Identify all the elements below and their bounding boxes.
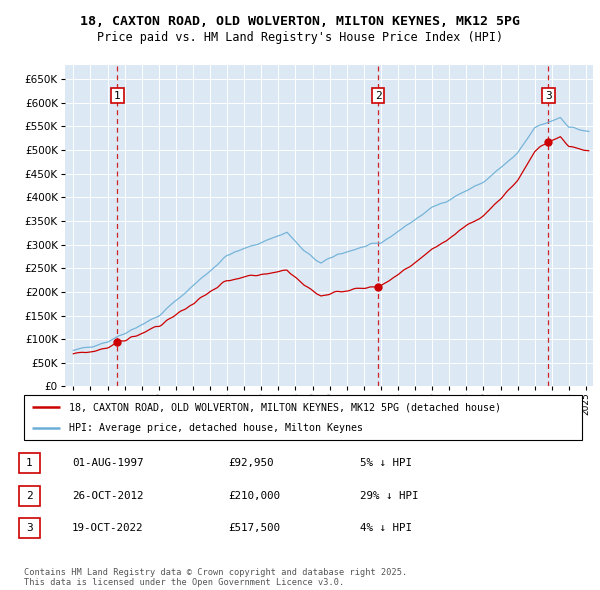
Text: 5% ↓ HPI: 5% ↓ HPI bbox=[360, 458, 412, 468]
Text: 2: 2 bbox=[26, 491, 33, 500]
Text: £92,950: £92,950 bbox=[228, 458, 274, 468]
Text: 26-OCT-2012: 26-OCT-2012 bbox=[72, 491, 143, 500]
FancyBboxPatch shape bbox=[19, 518, 40, 538]
Text: HPI: Average price, detached house, Milton Keynes: HPI: Average price, detached house, Milt… bbox=[68, 422, 362, 432]
Text: 1: 1 bbox=[26, 458, 33, 468]
FancyBboxPatch shape bbox=[24, 395, 582, 440]
Text: 3: 3 bbox=[545, 91, 552, 101]
Text: Price paid vs. HM Land Registry's House Price Index (HPI): Price paid vs. HM Land Registry's House … bbox=[97, 31, 503, 44]
Text: £517,500: £517,500 bbox=[228, 523, 280, 533]
Text: 18, CAXTON ROAD, OLD WOLVERTON, MILTON KEYNES, MK12 5PG (detached house): 18, CAXTON ROAD, OLD WOLVERTON, MILTON K… bbox=[68, 402, 500, 412]
Text: 18, CAXTON ROAD, OLD WOLVERTON, MILTON KEYNES, MK12 5PG: 18, CAXTON ROAD, OLD WOLVERTON, MILTON K… bbox=[80, 15, 520, 28]
Text: 29% ↓ HPI: 29% ↓ HPI bbox=[360, 491, 419, 500]
Text: £210,000: £210,000 bbox=[228, 491, 280, 500]
Text: 4% ↓ HPI: 4% ↓ HPI bbox=[360, 523, 412, 533]
Text: 1: 1 bbox=[114, 91, 121, 101]
Text: 3: 3 bbox=[26, 523, 33, 533]
Text: 01-AUG-1997: 01-AUG-1997 bbox=[72, 458, 143, 468]
Text: 2: 2 bbox=[374, 91, 382, 101]
Text: Contains HM Land Registry data © Crown copyright and database right 2025.
This d: Contains HM Land Registry data © Crown c… bbox=[24, 568, 407, 587]
FancyBboxPatch shape bbox=[19, 486, 40, 506]
FancyBboxPatch shape bbox=[19, 453, 40, 473]
Text: 19-OCT-2022: 19-OCT-2022 bbox=[72, 523, 143, 533]
